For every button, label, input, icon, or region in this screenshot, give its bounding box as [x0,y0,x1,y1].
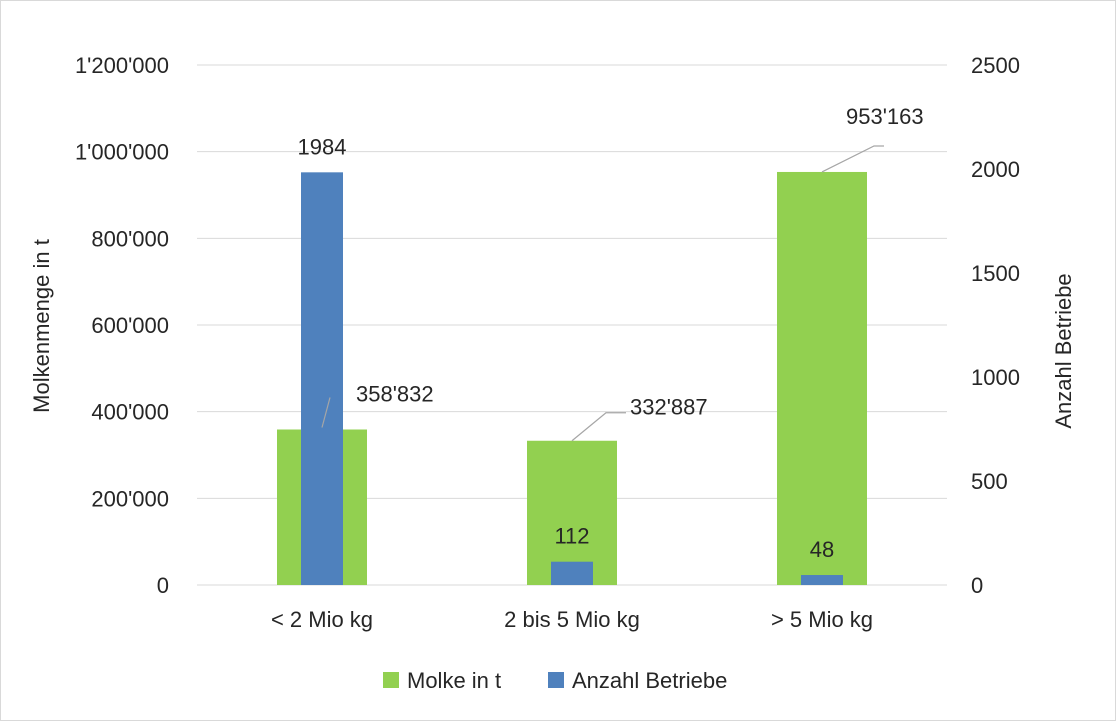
y-left-tick-label: 200'000 [91,486,169,511]
data-labels: 1984 112 48 358'832 332'887 953'163 [298,104,924,562]
y-axis-right: 0 500 1000 1500 2000 2500 [971,53,1020,598]
y-right-tick-label: 0 [971,573,983,598]
legend-label-molke: Molke in t [407,668,501,693]
bar-anzahl-betriebe [551,561,593,585]
data-label-leader-line [571,412,626,442]
y-left-tick-label: 1'200'000 [75,53,169,78]
data-label-molke: 332'887 [630,395,708,420]
legend: Molke in t Anzahl Betriebe [383,668,727,693]
x-axis: < 2 Mio kg 2 bis 5 Mio kg > 5 Mio kg [271,607,873,632]
legend-swatch-anzahl-betriebe [548,672,564,688]
bar-molke [527,440,617,585]
legend-swatch-molke [383,672,399,688]
y-left-tick-label: 1'000'000 [75,140,169,165]
data-label-anzahl-betriebe: 1984 [298,134,347,159]
y-axis-left: 0 200'000 400'000 600'000 800'000 1'000'000 1'… [75,53,169,598]
y-right-tick-label: 2000 [971,157,1020,182]
y-right-tick-label: 1500 [971,261,1020,286]
y-right-tick-label: 2500 [971,53,1020,78]
data-label-leader-line [321,397,331,428]
y-left-tick-label: 0 [157,573,169,598]
y-left-tick-label: 800'000 [91,226,169,251]
data-label-molke: 953'163 [846,104,924,129]
y-left-tick-label: 400'000 [91,400,169,425]
bar-anzahl-betriebe [301,172,343,585]
data-label-molke: 358'832 [356,382,434,407]
bar-anzahl-betriebe [801,575,843,585]
bar-molke [777,171,867,585]
y-axis-right-title: Anzahl Betriebe [1051,273,1076,428]
data-label-anzahl-betriebe: 48 [810,537,834,562]
data-label-leader-line [821,145,884,173]
x-tick-label: > 5 Mio kg [771,607,873,632]
data-label-anzahl-betriebe: 112 [554,524,589,549]
y-left-tick-label: 600'000 [91,313,169,338]
y-axis-left-title: Molkenmenge in t [29,239,54,413]
bars [277,171,867,585]
y-right-tick-label: 1000 [971,365,1020,390]
y-right-tick-label: 500 [971,469,1008,494]
x-tick-label: 2 bis 5 Mio kg [504,607,640,632]
x-tick-label: < 2 Mio kg [271,607,373,632]
legend-label-anzahl-betriebe: Anzahl Betriebe [572,668,727,693]
